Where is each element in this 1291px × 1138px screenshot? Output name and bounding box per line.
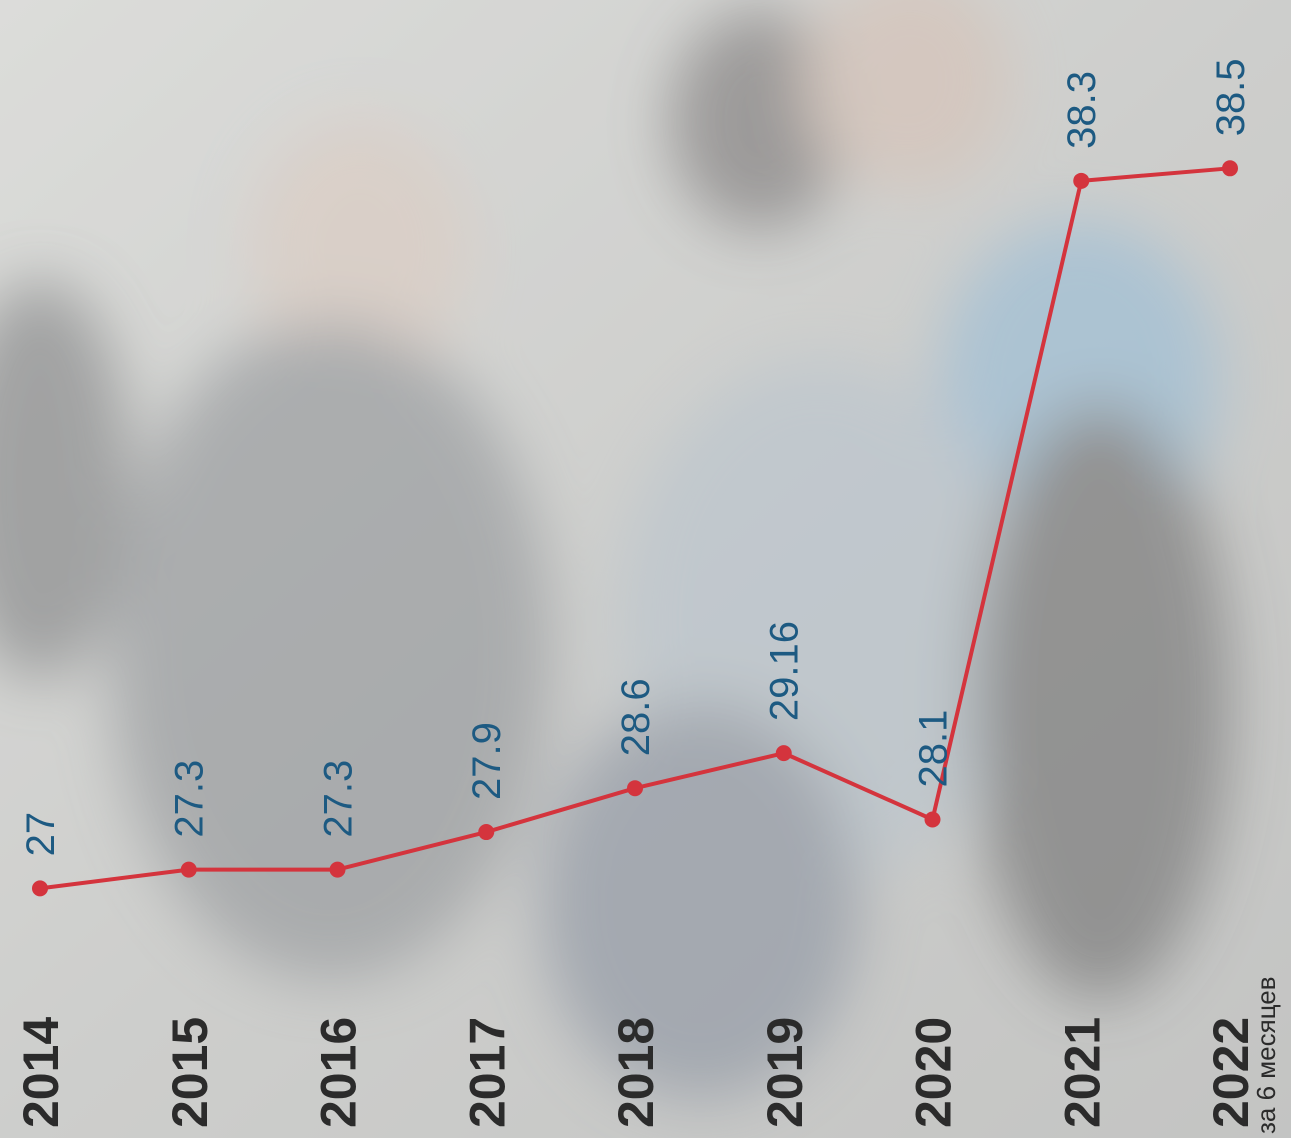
chart: 2014201520162017201820192020202120222727…	[0, 0, 1291, 1138]
point	[478, 824, 494, 840]
value-label: 28.1	[912, 710, 956, 788]
x-tick-label: 2016	[311, 1017, 367, 1128]
x-tick-label: 2015	[162, 1017, 218, 1128]
value-label: 27.9	[465, 722, 509, 800]
value-label: 28.6	[614, 678, 658, 756]
point	[1222, 160, 1238, 176]
value-label: 29.16	[763, 621, 807, 721]
point	[925, 812, 941, 828]
point	[627, 780, 643, 796]
value-label: 27	[19, 812, 63, 857]
point	[1073, 173, 1089, 189]
annotation: за 6 месяцев	[1251, 976, 1281, 1134]
x-tick-label: 2020	[906, 1017, 962, 1128]
value-label: 27.3	[168, 760, 212, 838]
point	[330, 862, 346, 878]
x-tick-label: 2014	[13, 1017, 69, 1128]
x-tick-label: 2018	[608, 1017, 664, 1128]
value-label: 27.3	[317, 760, 361, 838]
point	[32, 880, 48, 896]
background-photo	[0, 0, 1291, 1138]
x-tick-label: 2019	[757, 1017, 813, 1128]
value-label: 38.3	[1060, 71, 1104, 149]
point	[181, 862, 197, 878]
x-tick-label: 2017	[459, 1017, 515, 1128]
x-tick-label: 2021	[1054, 1017, 1110, 1128]
point	[776, 745, 792, 761]
value-label: 38.5	[1209, 58, 1253, 136]
